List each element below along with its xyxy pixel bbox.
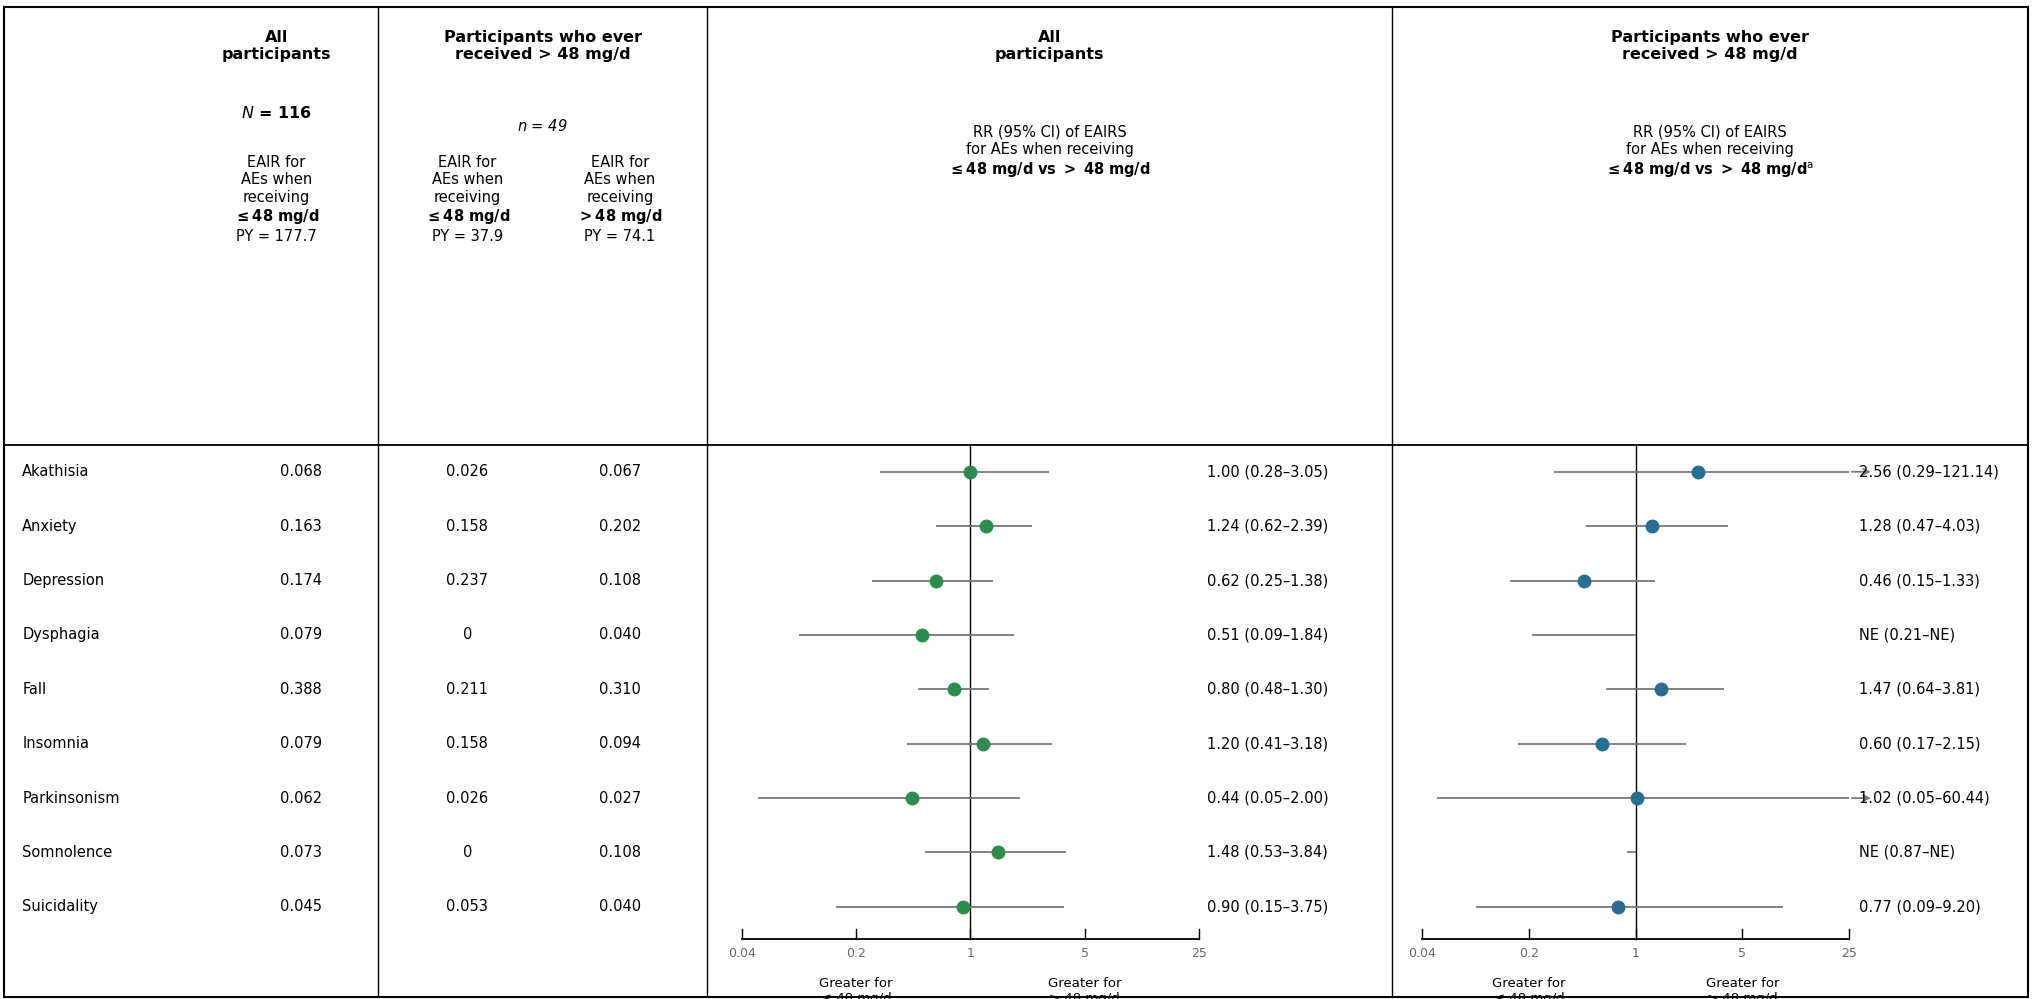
Text: 1.28 (0.47–4.03): 1.28 (0.47–4.03) (1859, 518, 1981, 533)
Text: All
participants: All participants (996, 30, 1103, 62)
Text: 25: 25 (1191, 947, 1207, 960)
Text: 0.04: 0.04 (1408, 947, 1437, 960)
Text: 0.04: 0.04 (727, 947, 756, 960)
Text: $\mathit{N}$ = 116: $\mathit{N}$ = 116 (242, 105, 311, 121)
Text: 1.02 (0.05–60.44): 1.02 (0.05–60.44) (1859, 790, 1989, 805)
Text: 0.62 (0.25–1.38): 0.62 (0.25–1.38) (1207, 573, 1329, 588)
Text: 0.51 (0.09–1.84): 0.51 (0.09–1.84) (1207, 627, 1329, 642)
Text: 0.211: 0.211 (447, 681, 488, 697)
Text: $\mathit{n}$ = 49: $\mathit{n}$ = 49 (518, 118, 567, 134)
Text: EAIR for
AEs when
receiving
$\mathbf{> 48\ mg/d}$
PY = 74.1: EAIR for AEs when receiving $\mathbf{> 4… (577, 155, 662, 244)
Text: Greater for
> 48 mg/d: Greater for > 48 mg/d (1705, 977, 1780, 999)
Text: 0.158: 0.158 (447, 518, 488, 533)
Text: 0.068: 0.068 (280, 465, 321, 480)
Text: 0.062: 0.062 (280, 790, 321, 805)
Text: 0.237: 0.237 (447, 573, 488, 588)
Text: Greater for
≤ 48 mg/d: Greater for ≤ 48 mg/d (1491, 977, 1567, 999)
Text: 0.174: 0.174 (280, 573, 321, 588)
Text: 0: 0 (463, 627, 471, 642)
Text: 0.108: 0.108 (599, 573, 640, 588)
Text: 0.027: 0.027 (599, 790, 640, 805)
Text: 0.158: 0.158 (447, 736, 488, 751)
Text: Greater for
> 48 mg/d: Greater for > 48 mg/d (1049, 977, 1122, 999)
Text: 0.2: 0.2 (845, 947, 866, 960)
Text: 0.46 (0.15–1.33): 0.46 (0.15–1.33) (1859, 573, 1979, 588)
Text: Participants who ever
received > 48 mg/d: Participants who ever received > 48 mg/d (1611, 30, 1808, 62)
Text: Insomnia: Insomnia (22, 736, 89, 751)
Text: 5: 5 (1081, 947, 1089, 960)
Text: 1.20 (0.41–3.18): 1.20 (0.41–3.18) (1207, 736, 1329, 751)
Text: 1.48 (0.53–3.84): 1.48 (0.53–3.84) (1207, 845, 1327, 860)
Text: All
participants: All participants (221, 30, 331, 62)
Text: 1.24 (0.62–2.39): 1.24 (0.62–2.39) (1207, 518, 1329, 533)
Text: 25: 25 (1841, 947, 1857, 960)
Text: 0.073: 0.073 (280, 845, 321, 860)
Text: 0.094: 0.094 (599, 736, 640, 751)
Text: NE (0.87–NE): NE (0.87–NE) (1859, 845, 1955, 860)
Text: 0.053: 0.053 (447, 899, 488, 914)
Text: 0.026: 0.026 (447, 790, 488, 805)
Text: 1: 1 (967, 947, 973, 960)
Text: 0.108: 0.108 (599, 845, 640, 860)
Text: Fall: Fall (22, 681, 47, 697)
Text: Participants who ever
received > 48 mg/d: Participants who ever received > 48 mg/d (443, 30, 642, 62)
Text: 0.040: 0.040 (599, 627, 640, 642)
Text: 0.44 (0.05–2.00): 0.44 (0.05–2.00) (1207, 790, 1329, 805)
Text: 0.310: 0.310 (599, 681, 640, 697)
Text: RR (95% CI) of EAIRS
for AEs when receiving
$\mathbf{\leq 48\ mg/d\ vs\ >\ 48\ m: RR (95% CI) of EAIRS for AEs when receiv… (949, 125, 1150, 179)
Text: EAIR for
AEs when
receiving
$\mathbf{\leq 48\ mg/d}$
PY = 177.7: EAIR for AEs when receiving $\mathbf{\le… (234, 155, 319, 244)
Text: RR (95% CI) of EAIRS
for AEs when receiving
$\mathbf{\leq 48\ mg/d\ vs\ >\ 48\ m: RR (95% CI) of EAIRS for AEs when receiv… (1605, 125, 1815, 180)
Text: 2.56 (0.29–121.14): 2.56 (0.29–121.14) (1859, 465, 1999, 480)
Text: NE (0.21–NE): NE (0.21–NE) (1859, 627, 1955, 642)
Text: 0.045: 0.045 (280, 899, 321, 914)
Text: EAIR for
AEs when
receiving
$\mathbf{\leq 48\ mg/d}$
PY = 37.9: EAIR for AEs when receiving $\mathbf{\le… (425, 155, 510, 244)
Text: 0.77 (0.09–9.20): 0.77 (0.09–9.20) (1859, 899, 1981, 914)
Text: 0.026: 0.026 (447, 465, 488, 480)
Text: 0.079: 0.079 (280, 627, 321, 642)
Text: 1: 1 (1632, 947, 1640, 960)
Text: 0.60 (0.17–2.15): 0.60 (0.17–2.15) (1859, 736, 1981, 751)
Text: 1.00 (0.28–3.05): 1.00 (0.28–3.05) (1207, 465, 1329, 480)
Text: 0.388: 0.388 (280, 681, 321, 697)
Text: 0.90 (0.15–3.75): 0.90 (0.15–3.75) (1207, 899, 1329, 914)
Text: 0.040: 0.040 (599, 899, 640, 914)
Text: 0.163: 0.163 (280, 518, 321, 533)
Text: Suicidality: Suicidality (22, 899, 98, 914)
Text: 0: 0 (463, 845, 471, 860)
Text: Parkinsonism: Parkinsonism (22, 790, 120, 805)
Text: 0.067: 0.067 (599, 465, 640, 480)
Text: Dysphagia: Dysphagia (22, 627, 100, 642)
Text: 0.079: 0.079 (280, 736, 321, 751)
Text: Depression: Depression (22, 573, 104, 588)
Text: 5: 5 (1739, 947, 1745, 960)
Text: Somnolence: Somnolence (22, 845, 112, 860)
Text: Anxiety: Anxiety (22, 518, 77, 533)
Text: Akathisia: Akathisia (22, 465, 89, 480)
Text: 0.80 (0.48–1.30): 0.80 (0.48–1.30) (1207, 681, 1329, 697)
Text: 0.2: 0.2 (1520, 947, 1538, 960)
Text: 0.202: 0.202 (599, 518, 640, 533)
Text: Greater for
≤ 48 mg/d: Greater for ≤ 48 mg/d (819, 977, 892, 999)
Text: 1.47 (0.64–3.81): 1.47 (0.64–3.81) (1859, 681, 1981, 697)
